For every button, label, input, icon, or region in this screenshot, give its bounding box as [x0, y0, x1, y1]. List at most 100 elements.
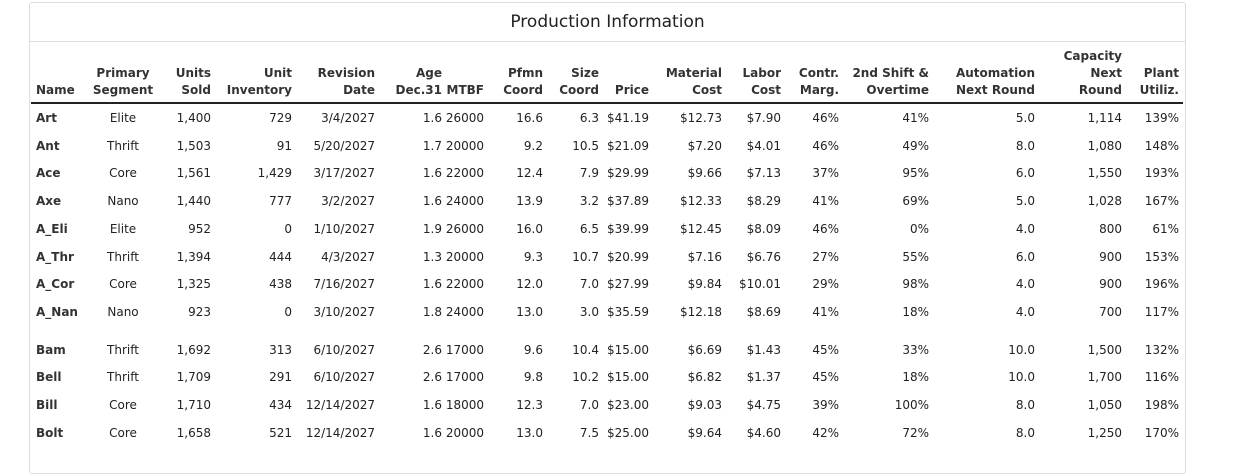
cell: $4.60: [746, 425, 781, 440]
cell: 95%: [902, 166, 929, 181]
cell: 10.7: [572, 249, 599, 264]
cell: 91: [276, 138, 292, 153]
cell: 6/10/2027: [313, 370, 375, 385]
cell: 6.3: [579, 111, 599, 125]
cell: 0: [284, 304, 292, 319]
cell: 16.0: [516, 221, 543, 236]
cell: 7.0: [579, 398, 599, 412]
cell: 2.6: [422, 370, 442, 385]
cell: 1.6: [422, 111, 442, 125]
cell: 42%: [812, 425, 839, 440]
cell: $7.20: [687, 138, 722, 153]
cell: $25.00: [607, 425, 649, 440]
cell: 117%: [1144, 304, 1179, 319]
column-header: Sold: [181, 83, 211, 97]
column-header: Units: [175, 66, 211, 80]
cell: $39.99: [607, 221, 649, 236]
cell: 1,692: [176, 342, 211, 357]
cell: Core: [109, 398, 137, 412]
cell: 27%: [812, 249, 839, 264]
row-name: Axe: [36, 194, 62, 209]
cell: 444: [269, 249, 292, 264]
column-header: Revision: [317, 66, 375, 80]
cell: $21.09: [607, 138, 649, 153]
cell: 17000: [445, 370, 484, 385]
column-header: 2nd Shift &: [852, 66, 929, 80]
column-header: Pfmn: [507, 66, 543, 80]
cell: $37.89: [607, 194, 649, 209]
cell: $4.01: [746, 138, 781, 153]
cell: 313: [269, 342, 292, 357]
cell: 153%: [1144, 249, 1179, 264]
cell: 5/20/2027: [313, 138, 375, 153]
cell: 1,440: [176, 194, 211, 209]
cell: 9.8: [523, 370, 543, 385]
cell: 22000: [445, 277, 484, 292]
cell: 20000: [445, 138, 484, 153]
cell: $6.76: [746, 249, 781, 264]
row-name: A_Nan: [36, 304, 78, 319]
cell: 1.6: [422, 277, 442, 292]
cell: 13.0: [516, 425, 543, 440]
cell: 9.3: [523, 249, 543, 264]
row-name: Art: [36, 111, 57, 125]
cell: Thrift: [107, 249, 139, 264]
cell: 116%: [1144, 370, 1179, 385]
column-header: Dec.31: [395, 83, 442, 97]
cell: 1,700: [1087, 370, 1122, 385]
row-name: Bolt: [36, 425, 64, 440]
cell: 6.0: [1015, 249, 1035, 264]
cell: 18000: [445, 398, 484, 412]
cell: 8.0: [1015, 138, 1035, 153]
cell: 3.0: [579, 304, 599, 319]
cell: 1.6: [422, 398, 442, 412]
column-header: Capacity: [1063, 49, 1122, 63]
cell: 22000: [445, 166, 484, 181]
cell: 900: [1099, 277, 1122, 292]
cell: 5.0: [1015, 111, 1035, 125]
cell: $35.59: [607, 304, 649, 319]
cell: $15.00: [607, 370, 649, 385]
column-header: Segment: [92, 83, 154, 97]
column-header: Next: [1090, 66, 1122, 80]
cell: $7.90: [746, 111, 781, 125]
cell: 24000: [445, 304, 484, 319]
cell: 41%: [812, 304, 839, 319]
cell: 4.0: [1015, 304, 1035, 319]
cell: 3/17/2027: [313, 166, 375, 181]
cell: $6.82: [687, 370, 722, 385]
cell: 1,500: [1087, 342, 1122, 357]
cell: 1/10/2027: [313, 221, 375, 236]
cell: 55%: [902, 249, 929, 264]
cell: 1,028: [1087, 194, 1122, 209]
row-name: Bam: [36, 342, 66, 357]
cell: 139%: [1144, 111, 1179, 125]
cell: 12.0: [516, 277, 543, 292]
cell: 291: [269, 370, 292, 385]
cell: $9.84: [687, 277, 722, 292]
column-header: Material: [665, 66, 722, 80]
cell: Nano: [107, 304, 139, 319]
column-header: Contr.: [798, 66, 839, 80]
cell: $8.09: [746, 221, 781, 236]
cell: 900: [1099, 249, 1122, 264]
cell: 8.0: [1015, 398, 1035, 412]
cell: 1,050: [1087, 398, 1122, 412]
cell: 6.5: [579, 221, 599, 236]
cell: $29.99: [607, 166, 649, 181]
column-header: Cost: [692, 83, 722, 97]
column-header: Size: [571, 66, 599, 80]
cell: $27.99: [607, 277, 649, 292]
cell: 4.0: [1015, 277, 1035, 292]
cell: 1,709: [176, 370, 211, 385]
column-header: Labor: [742, 66, 782, 80]
cell: 1.6: [422, 425, 442, 440]
cell: $15.00: [607, 342, 649, 357]
cell: 100%: [894, 398, 929, 412]
cell: $7.16: [687, 249, 722, 264]
cell: 1.3: [422, 249, 442, 264]
cell: 39%: [812, 398, 839, 412]
cell: Core: [109, 166, 137, 181]
cell: 1.6: [422, 166, 442, 181]
column-header: Cost: [751, 83, 781, 97]
